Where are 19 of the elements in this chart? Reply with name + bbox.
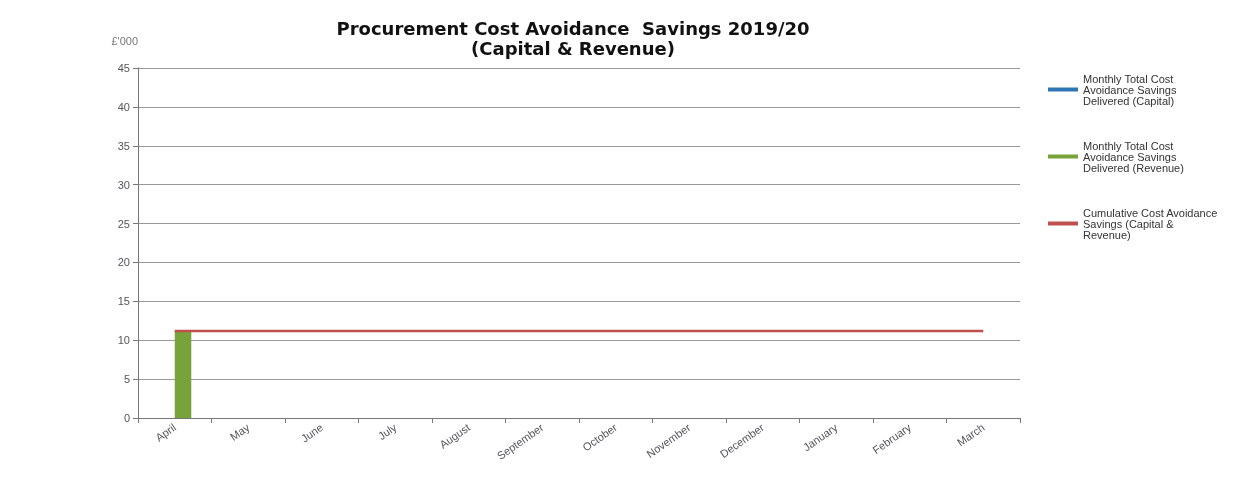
- x-tick-label: May: [227, 420, 253, 443]
- y-tick-label: 40: [117, 100, 130, 113]
- y-axis-title: £'000: [111, 34, 138, 47]
- y-tick-label: 35: [117, 139, 130, 152]
- y-tick-label: 25: [117, 217, 130, 230]
- y-tick-label: 15: [117, 295, 130, 308]
- chart-title: Procurement Cost Avoidance Savings 2019/20: [336, 17, 810, 39]
- x-tick-label: June: [298, 421, 326, 445]
- y-tick-label: 0: [123, 412, 130, 424]
- y-tick-label: 20: [117, 256, 130, 269]
- y-tick-label: 5: [123, 373, 130, 386]
- legend-label: Cumulative Cost Avoidance Savings (Capital & Revenue): [1083, 206, 1221, 241]
- legend-label: Monthly Total Cost Avoidance Savings Delivered (Revenue): [1083, 139, 1184, 174]
- y-tick-label: 30: [117, 178, 130, 191]
- x-tick-label: July: [375, 420, 400, 443]
- y-tick-label: 45: [117, 62, 130, 74]
- legend-label: Monthly Total Cost Avoidance Savings Delivered (Capital): [1083, 72, 1180, 107]
- y-tick-label: 10: [117, 334, 130, 347]
- chart-subtitle: (Capital & Revenue): [471, 37, 675, 59]
